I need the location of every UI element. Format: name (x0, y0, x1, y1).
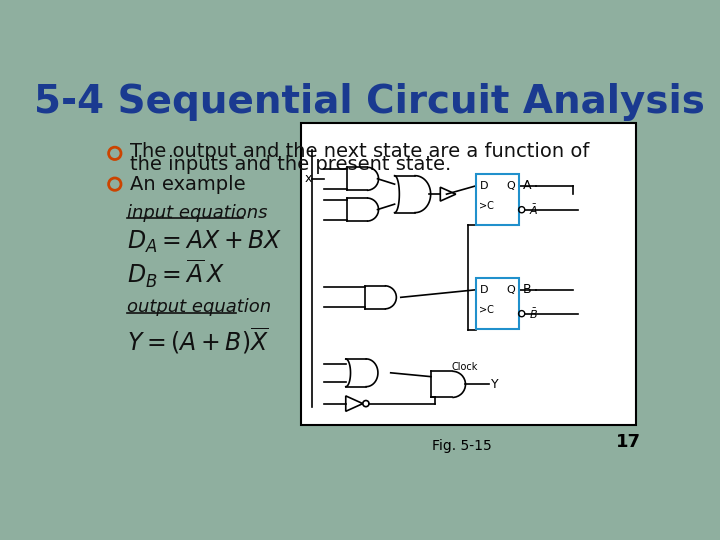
Text: $D_A = AX + BX$: $D_A = AX + BX$ (127, 229, 282, 255)
Text: The output and the next state are a function of: The output and the next state are a func… (130, 141, 590, 160)
Text: >C: >C (479, 305, 494, 315)
Text: Y: Y (491, 378, 499, 391)
Bar (476, 174, 518, 225)
Text: Fig. 5-15: Fig. 5-15 (432, 439, 492, 453)
Text: D: D (480, 181, 488, 191)
Text: input equations: input equations (127, 204, 268, 221)
Text: the inputs and the present state.: the inputs and the present state. (130, 156, 451, 174)
Text: Q: Q (506, 181, 515, 191)
Text: 17: 17 (616, 433, 641, 451)
Text: 5-4 Sequential Circuit Analysis: 5-4 Sequential Circuit Analysis (34, 83, 704, 121)
Text: $D_B = \overline{A}\,X$: $D_B = \overline{A}\,X$ (127, 258, 225, 291)
Text: $\bar{A}$: $\bar{A}$ (528, 202, 538, 217)
Text: Clock: Clock (451, 362, 477, 373)
Bar (301, 123, 636, 425)
Text: An example: An example (130, 174, 246, 194)
Text: >C: >C (479, 201, 494, 211)
Text: x: x (305, 172, 312, 185)
Text: output equation: output equation (127, 298, 271, 316)
Text: D: D (480, 285, 488, 295)
Text: Q: Q (506, 285, 515, 295)
Text: A: A (523, 179, 532, 192)
Bar (476, 278, 518, 329)
Text: B: B (523, 284, 532, 296)
Text: $\bar{B}$: $\bar{B}$ (528, 307, 538, 321)
Text: $Y = (A+B)\overline{X}$: $Y = (A+B)\overline{X}$ (127, 325, 269, 356)
